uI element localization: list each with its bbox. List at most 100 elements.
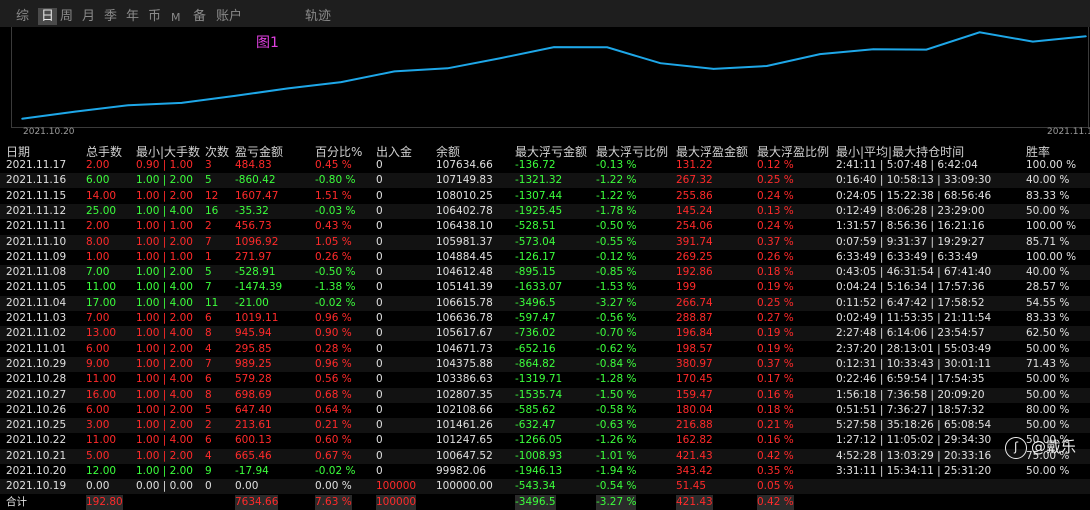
table-row[interactable]: 2021.11.15 14.00 1.00 | 2.00 12 1607.47 1.51 … (0, 189, 1090, 204)
cell-max-float-profit-pct: 0.16 % (757, 388, 794, 401)
cell-hold-time: 0:04:24 | 5:16:34 | 17:57:36 (836, 281, 985, 294)
table-row[interactable]: 2021.11.04 17.00 1.00 | 4.00 11 -21.00 -0.02 … (0, 295, 1090, 311)
cell-balance: 102807.35 (436, 388, 493, 401)
table-row[interactable]: 2021.11.01 6.00 1.00 | 2.00 4 295.85 0.28 % 0 1… (0, 342, 1090, 357)
col-date-header[interactable]: 日期 (6, 145, 31, 159)
cell-count: 3 (205, 159, 212, 171)
table-row[interactable]: 2021.11.08 7.00 1.00 | 2.00 5 -528.91 -0.50 %… (0, 265, 1090, 281)
cell-max-float-profit-pct: 0.37 % (757, 235, 794, 248)
cell-max-float-profit: 192.86 (676, 266, 713, 279)
cell-date: 2021.10.21 (6, 449, 67, 462)
cell-pnl: -528.91 (235, 266, 276, 279)
cell-max-float-profit: 269.25 (676, 250, 713, 263)
cell-min-max-lots: 1.00 | 4.00 (136, 296, 193, 309)
cell-min-max-lots: 1.00 | 4.00 (136, 388, 193, 401)
table-row[interactable]: 2021.10.22 11.00 1.00 | 4.00 6 600.13 0.60 % 0… (0, 433, 1090, 448)
tab-backup[interactable]: 备 (193, 9, 207, 24)
table-row[interactable]: 2021.10.21 5.00 1.00 | 2.00 4 665.46 0.67 % 0 1… (0, 448, 1090, 464)
cell-max-float-profit: 288.87 (676, 312, 713, 324)
tab-year[interactable]: 年 (126, 9, 140, 24)
tab-month[interactable]: 月 (82, 9, 96, 24)
cell-date: 2021.11.17 (6, 159, 67, 171)
cell-pnl: 1019.11 (235, 312, 279, 324)
equity-point (766, 65, 768, 67)
table-row[interactable]: 2021.10.25 3.00 1.00 | 2.00 2 213.61 0.21 % 0 1… (0, 418, 1090, 434)
cell-count: 8 (205, 388, 212, 401)
cell-pnl: -860.42 (235, 174, 276, 187)
table-row[interactable]: 2021.11.05 11.00 1.00 | 4.00 7 -1474.39 -1.38… (0, 280, 1090, 295)
tab-account[interactable]: 账户 (216, 9, 243, 24)
cell-max-float-loss: -632.47 (515, 419, 556, 432)
equity-point (1032, 40, 1034, 43)
table-row[interactable]: 2021.11.12 25.00 1.00 | 4.00 16 -35.32 -0.03 … (0, 203, 1090, 219)
equity-point (872, 48, 874, 50)
tab-day[interactable]: 日 (38, 8, 58, 25)
cell-max-float-profit-pct: 0.26 % (757, 250, 794, 263)
cell-max-float-loss-pct: -0.54 % (596, 480, 637, 493)
col-max-float-loss-pct-header[interactable]: 最大浮亏比例 (596, 145, 669, 159)
cell-win-rate: 50.00 % (1026, 373, 1070, 386)
cell-max-float-profit-pct: 0.35 % (757, 465, 794, 477)
col-max-float-loss-header[interactable]: 最大浮亏金额 (515, 145, 588, 159)
cell-pnl: 698.69 (235, 388, 272, 401)
col-deposit-header[interactable]: 出入金 (376, 145, 413, 159)
equity-point (234, 95, 236, 97)
col-balance-header[interactable]: 余额 (436, 145, 461, 159)
col-max-float-profit-header[interactable]: 最大浮盈金额 (676, 145, 749, 159)
cell-hold-time: 6:33:49 | 6:33:49 | 6:33:49 (836, 250, 978, 263)
table-row[interactable]: 2021.11.02 13.00 1.00 | 4.00 8 945.94 0.90 % 0… (0, 326, 1090, 342)
cell-total-lots: 7.00 (86, 266, 110, 279)
cell-max-float-profit: 343.42 (676, 465, 713, 477)
cell-date: 2021.10.22 (6, 434, 67, 447)
cell-deposit: 0 (376, 189, 383, 202)
col-percent-header[interactable]: 百分比% (315, 145, 363, 159)
cell-count: 2 (205, 419, 212, 432)
col-min-max-lots-header[interactable]: 最小|大手数 (136, 145, 201, 159)
col-count-header[interactable]: 次数 (205, 145, 230, 159)
tab-week[interactable]: 周 (60, 9, 74, 24)
table-row[interactable]: 2021.11.09 1.00 1.00 | 1.00 1 271.97 0.26 % 0 1… (0, 250, 1090, 265)
cell-win-rate: 40.00 % (1026, 174, 1070, 187)
table-row[interactable]: 2021.10.27 16.00 1.00 | 4.00 8 698.69 0.68 % 0… (0, 387, 1090, 403)
cell-max-float-loss: -1633.07 (515, 281, 563, 294)
col-total-lots-header[interactable]: 总手数 (86, 145, 123, 159)
period-tab-bar: 综日周月季年币 M 备账户 轨迹 (0, 0, 1090, 27)
equity-point (606, 46, 608, 49)
table-row[interactable]: 2021.10.26 6.00 1.00 | 2.00 5 647.40 0.64 % 0 1… (0, 403, 1090, 418)
cell-balance: 107149.83 (436, 174, 493, 187)
equity-chart-svg (21, 31, 1087, 120)
col-hold-time-header[interactable]: 最小|平均|最大持仓时间 (836, 145, 965, 159)
table-row[interactable]: 2021.10.19 0.00 0.00 | 0.00 0 0.00 0.00 % 1000… (0, 479, 1090, 495)
tab-currency[interactable]: 币 (148, 9, 162, 24)
tab-trajectory[interactable]: 轨迹 (305, 9, 332, 24)
col-win-rate-header[interactable]: 胜率 (1026, 145, 1051, 159)
table-row[interactable]: 2021.10.20 12.00 1.00 | 2.00 9 -17.94 -0.02 %… (0, 464, 1090, 479)
cell-max-float-profit-pct: 0.17 % (757, 373, 794, 386)
col-pnl-header[interactable]: 盈亏金额 (235, 145, 284, 159)
table-row[interactable]: 2021.11.03 7.00 1.00 | 2.00 6 1019.11 0.96 % 0… (0, 311, 1090, 326)
table-row[interactable]: 2021.10.28 11.00 1.00 | 4.00 6 579.28 0.56 % 0… (0, 372, 1090, 387)
cell-date: 2021.11.08 (6, 266, 67, 279)
table-row[interactable]: 2021.11.10 8.00 1.00 | 2.00 7 1096.92 1.05 % 0… (0, 234, 1090, 250)
table-row[interactable]: 2021.10.29 9.00 1.00 | 2.00 7 989.25 0.96 % 0 1… (0, 356, 1090, 372)
table-row[interactable]: 2021.11.17 2.00 0.90 | 1.00 3 484.83 0.45 % 0 1… (0, 158, 1090, 173)
cell-balance: 104884.45 (436, 250, 493, 263)
equity-point (978, 31, 981, 34)
cell-balance: 105141.39 (436, 281, 493, 294)
cell-max-float-loss-pct: -1.22 % (596, 189, 637, 202)
table-row[interactable]: 2021.11.11 2.00 1.00 | 1.00 2 456.73 0.43 % 0 1… (0, 219, 1090, 234)
cell-balance: 104671.73 (436, 342, 493, 355)
cell-win-rate: 50.00 % (1026, 419, 1070, 432)
cell-hold-time: 0:22:46 | 6:59:54 | 17:54:35 (836, 373, 985, 386)
cell-pnl: 665.46 (235, 449, 272, 462)
tab-quarter[interactable]: 季 (104, 9, 118, 24)
total-row[interactable]: 合计 192.80 7634.66 7.63 % 100000 -3496.5 -3.27 … (0, 494, 1090, 510)
cell-deposit: 0 (376, 373, 383, 386)
table-row[interactable]: 2021.11.16 6.00 1.00 | 2.00 5 -860.42 -0.80 %… (0, 173, 1090, 189)
tab-summary[interactable]: 综 (16, 9, 30, 24)
tab-m[interactable]: M (171, 11, 181, 24)
cell-max-float-profit: 198.57 (676, 342, 713, 355)
cell-max-float-loss-pct: -0.85 % (596, 266, 637, 279)
cell-max-float-profit: 159.47 (676, 388, 713, 401)
col-max-float-profit-pct-header[interactable]: 最大浮盈比例 (757, 145, 830, 159)
